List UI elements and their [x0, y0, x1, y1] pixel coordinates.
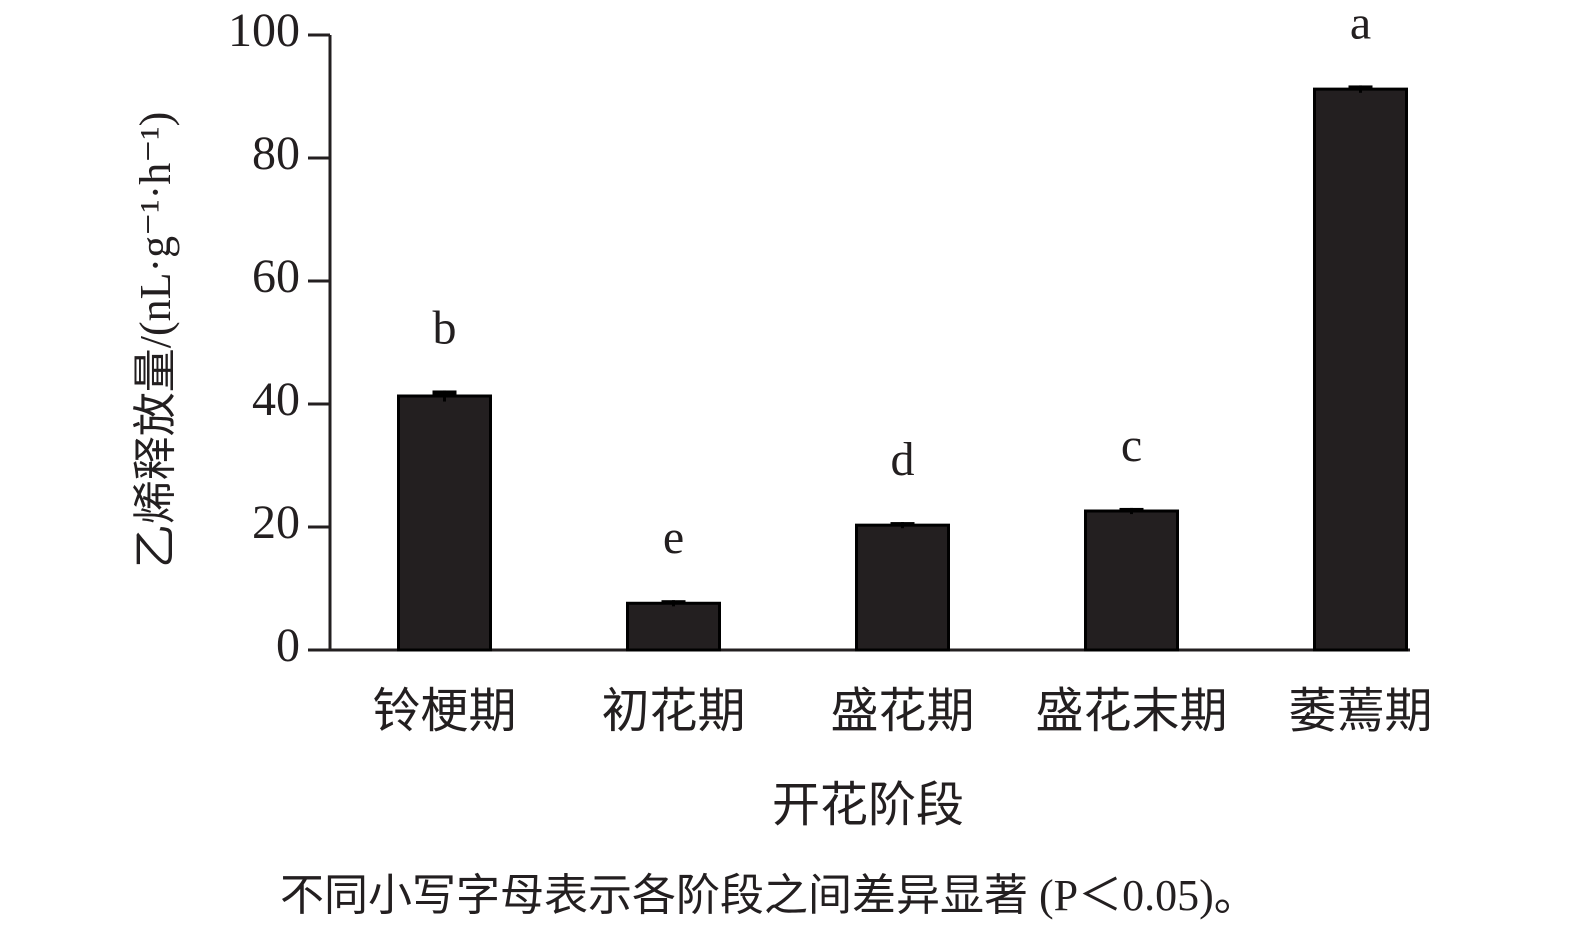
bar: [397, 394, 492, 652]
error-cap: [661, 600, 686, 604]
x-tick-label: 初花期: [601, 685, 745, 738]
y-tick-label: 40: [252, 373, 300, 426]
y-tick-label: 20: [252, 496, 300, 549]
y-tick-label: 60: [252, 250, 300, 303]
y-tick-label: 0: [276, 619, 300, 672]
x-tick-label: 萎蔫期: [1288, 685, 1432, 738]
x-tick-label: 盛花期: [830, 685, 974, 738]
y-tick-label: 100: [228, 4, 300, 57]
x-tick-label: 铃梗期: [372, 685, 516, 738]
footnote: 不同小写字母表示各阶段之间差异显著 (P＜0.05)。: [280, 871, 1258, 920]
significance-label: b: [433, 301, 457, 354]
error-cap: [1119, 507, 1144, 512]
y-axis-title: 乙烯释放量/(nL·g⁻¹·h⁻¹): [131, 112, 180, 569]
error-cap: [1348, 85, 1373, 90]
bar: [1084, 509, 1179, 652]
x-axis-title: 开花阶段: [772, 779, 964, 832]
bar: [855, 523, 950, 652]
error-cap: [432, 390, 457, 397]
significance-label: d: [891, 433, 915, 486]
significance-label: e: [663, 511, 684, 564]
error-cap: [890, 522, 915, 526]
bar: [626, 601, 721, 652]
y-tick-label: 80: [252, 127, 300, 180]
significance-label: c: [1121, 419, 1142, 472]
bar: [1313, 87, 1408, 652]
x-tick-label: 盛花末期: [1035, 685, 1227, 738]
significance-label: a: [1350, 0, 1371, 49]
